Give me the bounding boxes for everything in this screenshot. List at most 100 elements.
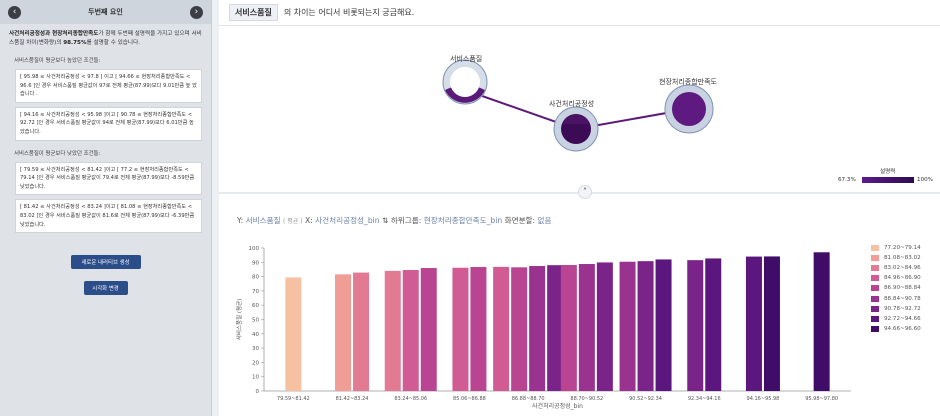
x-tick-label: 94.16~95.98	[747, 396, 780, 402]
bar-chart: 0 10 20 30 40 50 60 70 80 90 100 서비스품질 (평균) 79.59~81…	[235, 246, 851, 410]
node-service-quality[interactable]	[442, 59, 488, 105]
x-tick-label: 88.70~90.52	[570, 396, 603, 402]
bar	[687, 260, 704, 391]
summary-text: 가 함께 두번째 설명력을 가지고 있으며 서비스품질 차이(변화량)의	[9, 31, 202, 46]
legend-swatch	[871, 325, 879, 332]
legend-swatch	[871, 305, 879, 312]
legend-label: 84.96~86.90	[884, 275, 921, 282]
node-label-field-satisfaction: 현장처리종합만족도	[659, 78, 717, 86]
summary-factors: 사건처리공정성과 현장처리종합만족도	[9, 31, 99, 37]
legend-item[interactable]: 81.08~83.02	[871, 253, 921, 263]
bar	[560, 265, 577, 391]
x-tick-label: 85.06~86.88	[453, 396, 486, 402]
y-tick-label: 40	[252, 332, 259, 338]
y-axis-label: Y:	[237, 216, 244, 225]
bar	[705, 258, 722, 391]
split-select[interactable]: 없음	[537, 216, 552, 225]
legend-label: 77.20~79.14	[884, 245, 921, 252]
legend-label: 81.08~83.02	[884, 255, 921, 262]
summary-text-end: 를 설명할 수 있습니다.	[86, 40, 140, 46]
question-text: 의 차이는 어디서 비롯되는지 궁금해요.	[283, 8, 415, 17]
subgroup-label: 하위그룹:	[390, 216, 422, 225]
y-tick-label: 30	[252, 346, 259, 352]
bar	[452, 267, 469, 391]
legend-label: 92.72~94.66	[884, 315, 921, 322]
legend-label: 86.90~88.84	[884, 285, 921, 292]
y-tick-label: 0	[256, 389, 260, 395]
legend-swatch	[871, 255, 879, 262]
legend-min: 67.3%	[838, 177, 856, 183]
bar	[384, 270, 401, 391]
bar	[353, 272, 370, 391]
above-average-label: 서비스품질이 평균보다 높았던 조건들:	[14, 58, 101, 64]
legend-item[interactable]: 88.84~90.78	[871, 293, 921, 303]
split-label: 화면분할:	[504, 216, 536, 225]
legend-item[interactable]: 86.90~88.84	[871, 283, 921, 293]
condition-below-1: [ 79.59 ≤ 사건처리공정성 < 81.42 ]이고 [ 77.2 ≤ 현…	[15, 161, 202, 196]
bar	[420, 268, 437, 391]
y-tick-label: 10	[252, 375, 259, 381]
y-agg-select[interactable]: ( 평균 )	[282, 218, 303, 225]
legend-label: 83.02~84.96	[884, 265, 921, 272]
x-tick-label: 86.88~88.70	[512, 396, 545, 402]
y-axis-title: 서비스품질 (평균)	[235, 299, 243, 340]
legend-title: 설명력	[880, 169, 896, 175]
new-narrative-button[interactable]: 새로운 내러티브 생성	[70, 255, 141, 270]
x-tick-label: 92.34~94.16	[688, 396, 721, 402]
legend-item[interactable]: 77.20~79.14	[871, 243, 921, 253]
x-axis-label: X:	[304, 216, 313, 225]
legend-gradient	[862, 177, 914, 183]
bar	[335, 274, 352, 391]
legend-label: 90.78~92.72	[884, 305, 921, 312]
legend-item[interactable]: 92.72~94.66	[871, 314, 921, 324]
subgroup-legend: 77.20~79.14 81.08~83.02 83.02~84.96 84.96~8…	[871, 243, 921, 334]
legend-label: 88.84~90.78	[884, 295, 921, 302]
legend-max: 100%	[917, 177, 933, 183]
factor-graph: 서비스품질 사건처리공정성 현장처리종합만족도 설명력 67.3% 100%	[219, 32, 940, 188]
legend-swatch	[871, 285, 879, 292]
bar	[637, 261, 654, 391]
y-tick-label: 90	[252, 260, 259, 266]
legend-swatch	[871, 315, 879, 322]
narrative-panel: ‹ 두번째 요인 › 사건처리공정성과 현장처리종합만족도가 함께 두번째 설명…	[0, 0, 212, 416]
panel-header: ‹ 두번째 요인 ›	[0, 0, 211, 24]
factor-summary: 사건처리공정성과 현장처리종합만족도가 함께 두번째 설명력을 가지고 있으며 …	[0, 24, 211, 52]
x-axis-select[interactable]: 사건처리공정성_bin	[315, 216, 380, 225]
collapse-chevron-icon[interactable]: ˄	[578, 185, 592, 199]
legend-swatch	[871, 265, 879, 272]
main-area: 서비스품질 의 차이는 어디서 비롯되는지 궁금해요.	[219, 0, 940, 416]
x-tick-label: 81.42~83.24	[336, 396, 369, 402]
summary-percent: 98.75%	[63, 40, 87, 46]
bar	[745, 256, 762, 391]
question-bar: 서비스품질 의 차이는 어디서 비롯되는지 궁금해요.	[219, 0, 940, 26]
y-tick-label: 60	[252, 303, 259, 309]
change-visualization-button[interactable]: 시각화 변경	[83, 281, 128, 296]
node-field-satisfaction[interactable]	[664, 84, 714, 134]
legend-item[interactable]: 84.96~86.90	[871, 273, 921, 283]
legend-swatch	[871, 295, 879, 302]
y-tick-label: 70	[252, 289, 259, 295]
bar	[578, 264, 595, 391]
legend-item[interactable]: 94.66~96.60	[871, 324, 921, 334]
condition-above-2: [ 94.16 ≤ 사건처리공정성 < 95.98 ]이고 [ 90.78 ≤ …	[15, 106, 202, 141]
y-axis-select[interactable]: 서비스품질	[245, 216, 281, 225]
bar	[763, 256, 780, 391]
x-tick-label: 90.52~92.34	[629, 396, 662, 402]
legend-item[interactable]: 83.02~84.96	[871, 263, 921, 273]
subgroup-select[interactable]: 현장처리종합만족도_bin	[423, 216, 503, 225]
factor-graph-svg	[442, 59, 714, 152]
bar	[470, 267, 487, 391]
target-variable-tag[interactable]: 서비스품질	[229, 4, 278, 21]
prev-factor-button[interactable]: ‹	[8, 5, 21, 19]
legend-item[interactable]: 90.78~92.72	[871, 304, 921, 314]
y-tick-label: 50	[252, 318, 259, 324]
chart-config-bar: Y: 서비스품질 ( 평균 ) X: 사건처리공정성_bin ⇅ 하위그룹: 현…	[237, 215, 552, 226]
condition-below-2: [ 81.42 ≤ 사건처리공정성 < 83.24 ]이고 [ 81.08 ≤ …	[15, 199, 202, 234]
next-factor-button[interactable]: ›	[189, 5, 203, 19]
y-tick-label: 20	[252, 360, 259, 366]
node-case-fairness[interactable]	[553, 106, 599, 152]
swap-axes-icon[interactable]: ⇅	[382, 216, 389, 225]
bar	[285, 277, 302, 391]
bar	[547, 265, 564, 391]
x-tick-label: 79.59~81.42	[277, 396, 310, 402]
